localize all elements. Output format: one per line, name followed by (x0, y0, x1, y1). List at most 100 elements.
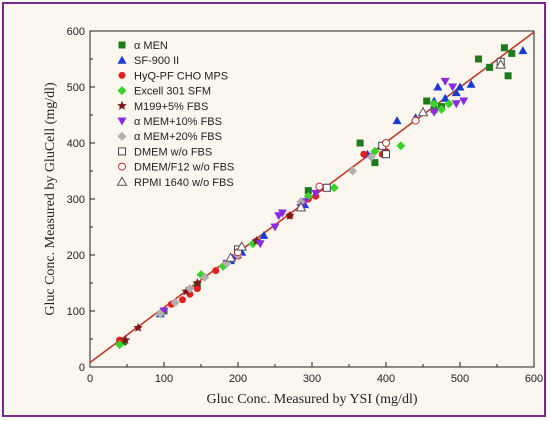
data-point (170, 298, 180, 308)
data-point (296, 197, 306, 207)
data-point (366, 152, 376, 162)
data-point (440, 93, 450, 102)
scatter-chart: 0 100 200 300 400 500 600 0 100 200 300 400 500 600 α… (43, 26, 544, 407)
legend-label: Excell 301 SFM (134, 86, 211, 98)
axes: 0 100 200 300 400 500 600 0 100 200 300 400 500 600 (67, 26, 544, 385)
data-point (371, 159, 379, 167)
data-point (277, 209, 287, 218)
data-point (315, 182, 324, 191)
x-tick-label: 400 (377, 373, 395, 385)
data-point (133, 322, 143, 332)
data-point (120, 335, 131, 345)
data-point (270, 223, 280, 232)
data-point (259, 230, 269, 239)
x-tick-label: 100 (155, 373, 173, 385)
legend: α MEN SF-900 II HyQ-PF CHO MPS Excell 301 S… (116, 40, 234, 189)
points-group (115, 44, 528, 350)
legend-label: M199+5% FBS (134, 101, 208, 113)
x-tick-label: 600 (525, 373, 543, 385)
data-point (382, 150, 390, 159)
data-point (504, 72, 512, 80)
data-point (159, 307, 169, 316)
legend-label: DMEM w/o FBS (134, 146, 212, 158)
legend-marker (118, 147, 126, 156)
data-point (192, 278, 203, 288)
data-point (475, 55, 482, 63)
x-tick-label: 0 (87, 373, 93, 385)
y-tick-label: 300 (67, 194, 85, 206)
legend-label: HyQ-PF CHO MPS (134, 70, 228, 82)
legend-marker (118, 41, 126, 49)
data-point (193, 285, 201, 293)
data-point (304, 187, 312, 195)
data-point (322, 183, 331, 192)
data-point (423, 97, 431, 105)
data-point (411, 116, 420, 125)
data-point (437, 104, 446, 114)
data-point (200, 272, 210, 282)
data-point (486, 63, 494, 71)
data-point (440, 77, 450, 86)
legend-marker (117, 117, 127, 126)
data-point (500, 44, 508, 52)
data-point (255, 240, 265, 249)
data-point (459, 97, 469, 106)
data-point (451, 100, 461, 109)
legend-label: DMEM/F12 w/o FBS (134, 162, 234, 174)
data-point (329, 183, 339, 193)
legend-label: α MEM+20% FBS (134, 131, 222, 143)
y-tick-label: 500 (67, 82, 85, 94)
data-point (348, 166, 358, 176)
legend-marker (117, 55, 127, 64)
y-axis-label: Gluc Conc. Measured by GluCell (mg/dl) (43, 82, 58, 316)
legend-marker (118, 71, 126, 79)
data-point (392, 116, 402, 125)
data-point (451, 88, 461, 97)
legend-marker (116, 176, 128, 186)
legend-marker (118, 162, 126, 171)
data-point (115, 340, 125, 350)
data-point (466, 79, 476, 88)
legend-label: RPMI 1640 w/o FBS (134, 177, 234, 189)
data-point (360, 150, 368, 158)
x-tick-label: 200 (229, 373, 247, 385)
data-point (179, 296, 186, 304)
data-point (417, 106, 429, 117)
data-point (181, 286, 191, 296)
data-point (495, 59, 507, 69)
x-tick-label: 500 (451, 373, 469, 385)
data-point (370, 146, 380, 156)
data-point (311, 189, 321, 198)
data-point (444, 99, 454, 109)
y-tick-label: 100 (67, 306, 85, 318)
data-point (518, 46, 528, 55)
legend-marker (117, 131, 127, 141)
legend-label: α MEM+10% FBS (134, 116, 222, 128)
data-point (236, 241, 248, 251)
chart-frame: 0 100 200 300 400 500 600 0 100 200 300 400 500 600 α… (2, 2, 546, 417)
data-point (185, 284, 195, 294)
data-point (508, 49, 516, 57)
legend-label: α MEN (134, 40, 168, 52)
x-tick-label: 300 (303, 373, 321, 385)
y-tick-label: 200 (67, 250, 85, 262)
data-point (295, 201, 307, 212)
data-point (396, 141, 406, 151)
data-point (212, 267, 220, 275)
data-point (433, 82, 443, 91)
y-tick-label: 0 (79, 362, 85, 374)
data-point (155, 309, 165, 319)
data-point (429, 99, 439, 109)
legend-marker (117, 100, 127, 110)
data-point (356, 139, 364, 147)
data-point (448, 83, 458, 92)
data-point (429, 108, 439, 117)
data-point (285, 210, 295, 220)
data-point (225, 252, 236, 262)
x-axis-label: Gluc Conc. Measured by YSI (mg/dl) (207, 392, 418, 407)
legend-marker (117, 86, 127, 96)
legend-label: SF-900 II (134, 55, 179, 67)
y-tick-label: 600 (67, 26, 85, 38)
y-tick-label: 400 (67, 138, 85, 150)
data-point (455, 82, 465, 91)
